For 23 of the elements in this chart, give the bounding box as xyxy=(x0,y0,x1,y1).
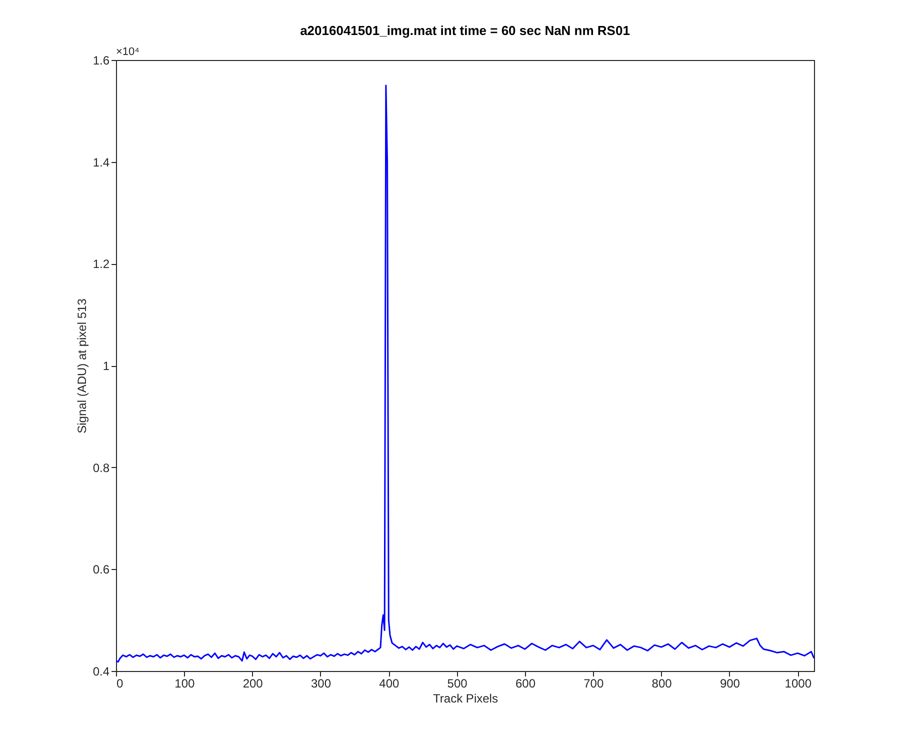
y-axis-title: Signal (ADU) at pixel 513 xyxy=(74,298,89,434)
y-tick-label: 1 xyxy=(102,359,110,373)
y-tick-label: 1.4 xyxy=(92,155,110,170)
x-tick-label: 0 xyxy=(116,676,124,690)
x-tick-label: 900 xyxy=(720,676,740,690)
x-tick-label: 500 xyxy=(447,676,468,690)
x-tick-label: 300 xyxy=(310,676,332,690)
x-tick-label: 200 xyxy=(242,676,264,690)
y-tick-label: 1.2 xyxy=(92,257,110,272)
x-tick-label: 800 xyxy=(652,676,672,690)
y-tick-label: 0.4 xyxy=(92,664,110,678)
x-tick-label: 1000 xyxy=(784,676,812,690)
y-tick-label: 1.6 xyxy=(92,54,110,68)
x-tick-label: 400 xyxy=(379,676,400,690)
line-series xyxy=(116,84,814,663)
y-tick-label: 0.6 xyxy=(92,562,110,577)
x-tick-label: 600 xyxy=(515,676,536,690)
x-tick-label: 100 xyxy=(174,676,195,690)
chart-title: a2016041501_img.mat int time = 60 sec NaN nm RS01 xyxy=(300,23,630,38)
text: ×10⁴ xyxy=(116,46,140,58)
x-axis-title: Track Pixels xyxy=(433,692,498,706)
y-tick-label: 0.8 xyxy=(92,460,110,475)
x-tick-label: 700 xyxy=(584,676,604,690)
